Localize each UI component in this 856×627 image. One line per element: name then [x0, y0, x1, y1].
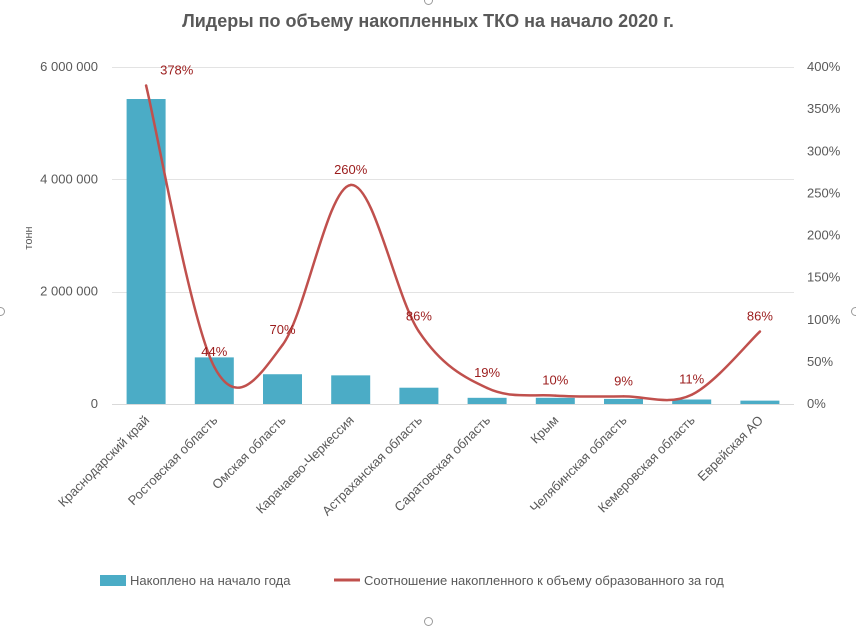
line-point [758, 330, 762, 333]
line-data-label: 10% [542, 373, 568, 388]
right-tick-label: 350% [807, 101, 841, 116]
right-tick-label: 0% [807, 396, 826, 411]
right-axis-ticks: 0% 50% 100% 150% 200% 250% 300% 350% 400% [807, 59, 841, 411]
category-label: Омская область [209, 412, 289, 492]
left-tick-label: 6 000 000 [40, 59, 98, 74]
left-axis-label: тонн [23, 226, 35, 249]
right-tick-label: 300% [807, 143, 841, 158]
grid-lines [112, 67, 794, 293]
bar [263, 374, 302, 404]
bar [331, 375, 371, 404]
line-data-label: 86% [406, 309, 432, 324]
line-data-label: 70% [269, 322, 295, 337]
line-path [144, 84, 762, 402]
line-series [144, 84, 762, 402]
resize-handle-top[interactable] [424, 0, 433, 5]
legend-swatch-bars [100, 575, 126, 586]
line-point [349, 183, 352, 187]
line-data-label: 9% [614, 373, 633, 388]
line-data-label: 19% [474, 365, 500, 380]
right-tick-label: 250% [807, 185, 841, 200]
line-point [144, 84, 148, 87]
line-point [213, 365, 216, 369]
line-point [417, 330, 421, 333]
left-tick-label: 0 [91, 396, 98, 411]
bar [535, 397, 575, 404]
left-tick-label: 2 000 000 [40, 284, 98, 299]
right-tick-label: 50% [807, 354, 833, 369]
resize-handle-left[interactable] [0, 307, 5, 316]
right-tick-label: 150% [807, 270, 841, 285]
left-axis-ticks: 0 2 000 000 4 000 000 6 000 000 [40, 59, 98, 411]
line-data-label: 260% [334, 162, 368, 177]
line-data-label: 44% [201, 344, 227, 359]
right-tick-label: 100% [807, 312, 841, 327]
bar [399, 387, 439, 404]
right-tick-label: 400% [807, 59, 841, 74]
line-data-labels: 378% 44% 70% 260% 86% 19% 10% 9% 11% 86% [160, 63, 773, 389]
category-label: Крым [527, 412, 561, 446]
legend-label-line: Соотношение накопленного к объему образо… [364, 573, 724, 588]
left-tick-label: 4 000 000 [40, 171, 98, 186]
legend-label-bars: Накоплено на начало года [130, 573, 291, 588]
line-point [485, 386, 489, 390]
bar [467, 397, 507, 404]
bar [740, 400, 780, 404]
line-point [281, 343, 284, 347]
category-label: Еврейская АО [694, 413, 766, 485]
line-point [690, 393, 693, 396]
resize-handle-right[interactable] [851, 307, 856, 316]
line-data-label: 378% [160, 63, 194, 78]
chart-title: Лидеры по объему накопленных ТКО на нача… [182, 11, 674, 31]
bar [672, 399, 712, 404]
line-point [622, 395, 625, 398]
legend: Накоплено на начало года Соотношение нак… [100, 573, 724, 588]
line-data-label: 11% [679, 372, 704, 387]
right-tick-label: 200% [807, 228, 841, 243]
bar [604, 398, 643, 404]
line-point [554, 394, 557, 397]
line-data-label: 86% [747, 309, 773, 324]
